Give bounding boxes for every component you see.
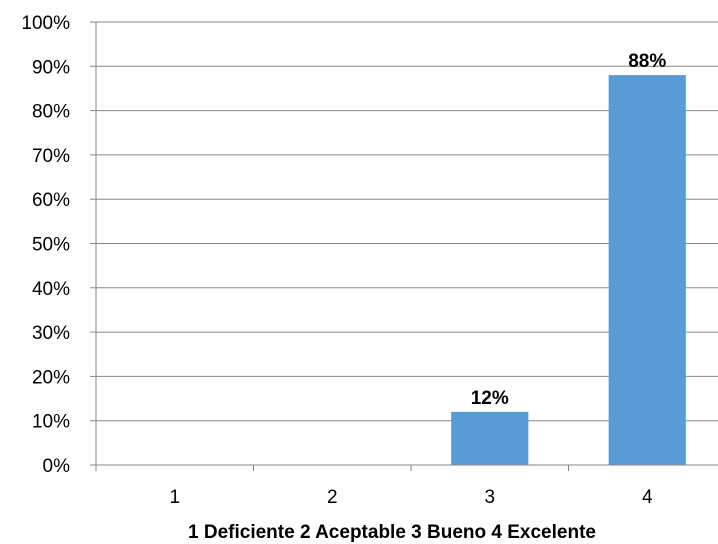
data-labels: 12% 88%	[471, 51, 667, 409]
y-tick-label-0: 0%	[43, 456, 71, 477]
x-tick-label-3: 3	[484, 487, 495, 508]
data-label-4: 88%	[628, 51, 666, 72]
y-tick-label-100: 100%	[21, 13, 70, 34]
data-label-3: 12%	[471, 388, 509, 409]
y-tick-label-80: 80%	[32, 102, 70, 123]
y-tick-label-90: 90%	[32, 57, 70, 78]
y-tick-label-40: 40%	[32, 279, 70, 300]
x-axis-ticks: 1 2 3 4	[95, 465, 653, 508]
x-tick-label-4: 4	[642, 487, 653, 508]
y-tick-label-50: 50%	[32, 235, 70, 256]
y-axis-ticks: 0% 10% 20% 30% 40% 50% 60% 70% 80% 90% 100%	[21, 13, 96, 477]
bar-3	[451, 411, 529, 465]
bars	[451, 75, 686, 465]
x-axis-title: 1 Deficiente 2 Aceptable 3 Bueno 4 Excel…	[188, 522, 596, 543]
x-tick-label-1: 1	[169, 487, 180, 508]
y-tick-label-10: 10%	[32, 412, 70, 433]
y-tick-label-60: 60%	[32, 190, 70, 211]
bar-4	[608, 75, 686, 465]
x-tick-label-2: 2	[327, 487, 338, 508]
y-tick-label-20: 20%	[32, 367, 70, 388]
gridlines	[96, 21, 718, 422]
y-tick-label-30: 30%	[32, 323, 70, 344]
y-tick-label-70: 70%	[32, 146, 70, 167]
